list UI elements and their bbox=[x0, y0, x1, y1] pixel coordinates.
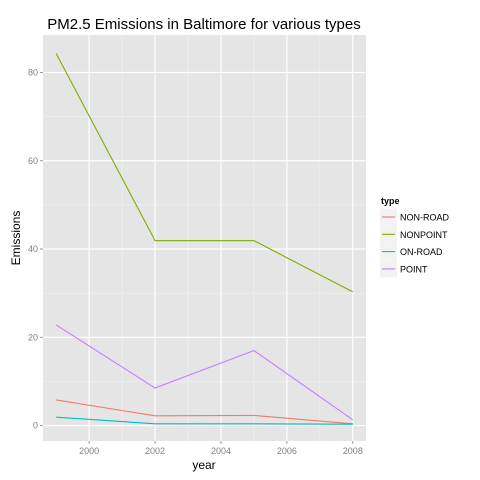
legend-title: type bbox=[381, 196, 400, 206]
major-gridlines bbox=[43, 35, 366, 441]
y-tick-label: 20 bbox=[28, 332, 38, 342]
y-tick-label: 0 bbox=[33, 421, 38, 431]
series-line-point bbox=[55, 324, 354, 421]
x-tick-label: 2004 bbox=[211, 446, 231, 456]
y-tick-label: 40 bbox=[28, 244, 38, 254]
series-line-nonpoint bbox=[55, 53, 354, 293]
legend-label-non-road: NON-ROAD bbox=[400, 213, 449, 223]
plot-panel bbox=[43, 35, 366, 441]
x-tick-label: 2006 bbox=[277, 446, 297, 456]
x-axis-ticks: 2000 2002 2004 2006 2008 bbox=[79, 441, 363, 456]
y-tick-label: 80 bbox=[28, 68, 38, 78]
legend-label-on-road: ON-ROAD bbox=[400, 247, 443, 257]
chart-title: PM2.5 Emissions in Baltimore for various… bbox=[47, 16, 360, 33]
x-axis-title: year bbox=[192, 458, 215, 472]
series-line-non-road bbox=[56, 399, 353, 425]
series-line-on-road bbox=[56, 416, 353, 425]
y-axis-ticks: 0 20 40 60 80 bbox=[28, 68, 43, 431]
legend-label-nonpoint: NONPOINT bbox=[400, 230, 448, 240]
x-tick-label: 2002 bbox=[145, 446, 165, 456]
legend-label-point: POINT bbox=[400, 264, 428, 274]
x-tick-label: 2000 bbox=[79, 446, 99, 456]
legend: type NON-ROAD NONPOINT ON-ROAD POINT bbox=[380, 196, 449, 278]
series-lines bbox=[55, 53, 354, 425]
y-axis-title: Emissions bbox=[9, 211, 23, 266]
legend-items: NON-ROAD NONPOINT ON-ROAD POINT bbox=[380, 208, 449, 278]
y-tick-label: 60 bbox=[28, 156, 38, 166]
x-tick-label: 2008 bbox=[343, 446, 363, 456]
minor-gridlines bbox=[43, 35, 366, 441]
